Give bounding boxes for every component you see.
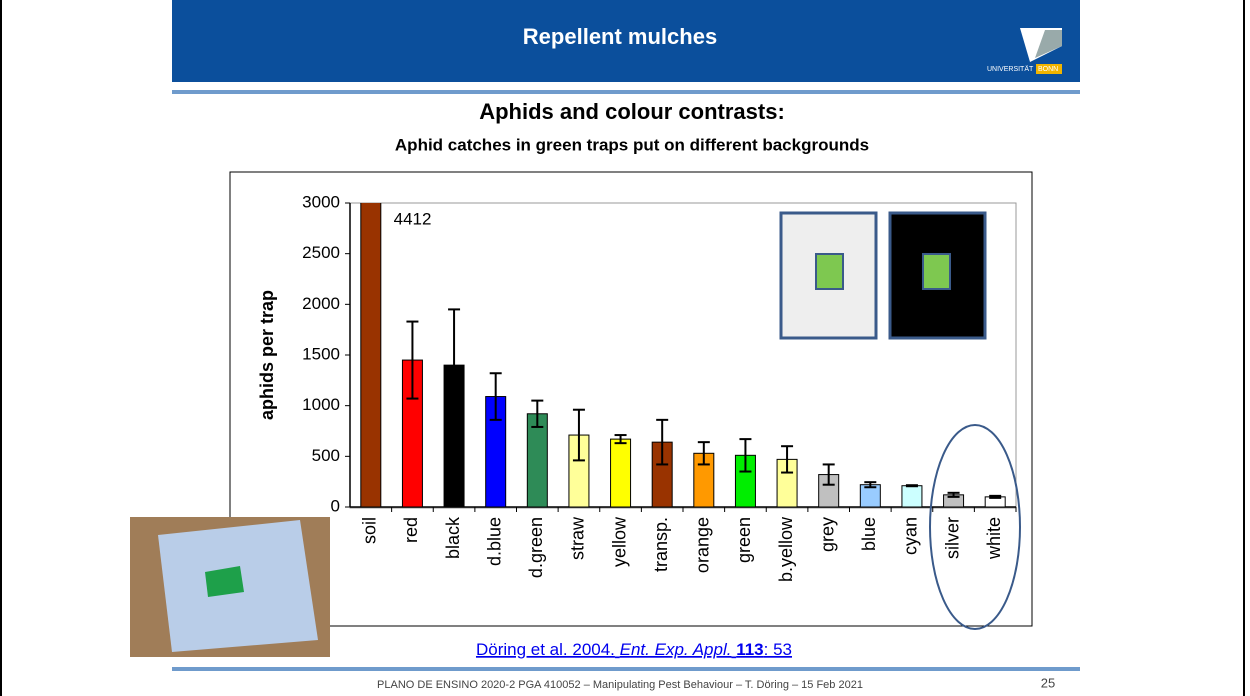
x-tick-label: orange	[693, 517, 713, 573]
y-tick-label: 500	[312, 446, 340, 465]
x-tick-label: silver	[942, 517, 962, 559]
x-tick-label: soil	[360, 517, 380, 544]
header-rule	[172, 90, 1080, 94]
y-axis-label: aphids per trap	[257, 290, 277, 420]
inset-trap	[816, 254, 843, 289]
y-tick-label: 2500	[302, 243, 340, 262]
bar	[902, 486, 922, 507]
y-tick-label: 3000	[302, 192, 340, 211]
x-tick-label: d.blue	[484, 517, 504, 566]
citation[interactable]: Döring et al. 2004. Ent. Exp. Appl. 113:…	[476, 640, 792, 659]
citation-volume: 113	[736, 640, 763, 659]
y-tick-label: 1500	[302, 344, 340, 363]
chart-subtitle: Aphid catches in green traps put on diff…	[395, 135, 869, 154]
logo-text: BONN	[1038, 66, 1058, 73]
citation-pages: : 53	[764, 640, 792, 659]
citation-journal: Ent. Exp. Appl.	[620, 640, 732, 659]
x-tick-label: blue	[859, 517, 879, 551]
bar	[611, 439, 631, 507]
x-tick-label: yellow	[609, 516, 629, 567]
x-tick-label: transp.	[651, 517, 671, 572]
x-tick-label: red	[401, 517, 421, 543]
header-title: Repellent mulches	[523, 24, 717, 49]
footer-text: PLANO DE ENSINO 2020-2 PGA 410052 – Mani…	[377, 679, 863, 691]
x-tick-label: green	[734, 517, 754, 563]
page-number: 25	[1041, 675, 1055, 690]
bar	[361, 60, 381, 507]
y-tick-label: 1000	[302, 395, 340, 414]
error-bar	[906, 485, 918, 486]
x-tick-label: b.yellow	[776, 516, 796, 582]
inset-trap	[923, 254, 950, 289]
citation-authors: Döring et al. 2004.	[476, 640, 615, 659]
footer-rule	[172, 667, 1080, 671]
chart-title: Aphids and colour contrasts:	[479, 99, 785, 124]
value-label: 4412	[394, 209, 432, 228]
x-tick-label: grey	[817, 517, 837, 552]
x-tick-label: d.green	[526, 517, 546, 578]
x-tick-label: white	[984, 517, 1004, 560]
x-tick-label: straw	[568, 516, 588, 560]
logo-text: UNIVERSITÄT	[987, 65, 1034, 73]
y-tick-label: 0	[331, 496, 340, 515]
photo	[130, 517, 330, 657]
x-tick-label: cyan	[901, 517, 921, 555]
y-tick-label: 2000	[302, 294, 340, 313]
x-tick-label: black	[443, 516, 463, 559]
slide: Repellent mulches UNIVERSITÄT BONN Aphid…	[0, 0, 1250, 696]
